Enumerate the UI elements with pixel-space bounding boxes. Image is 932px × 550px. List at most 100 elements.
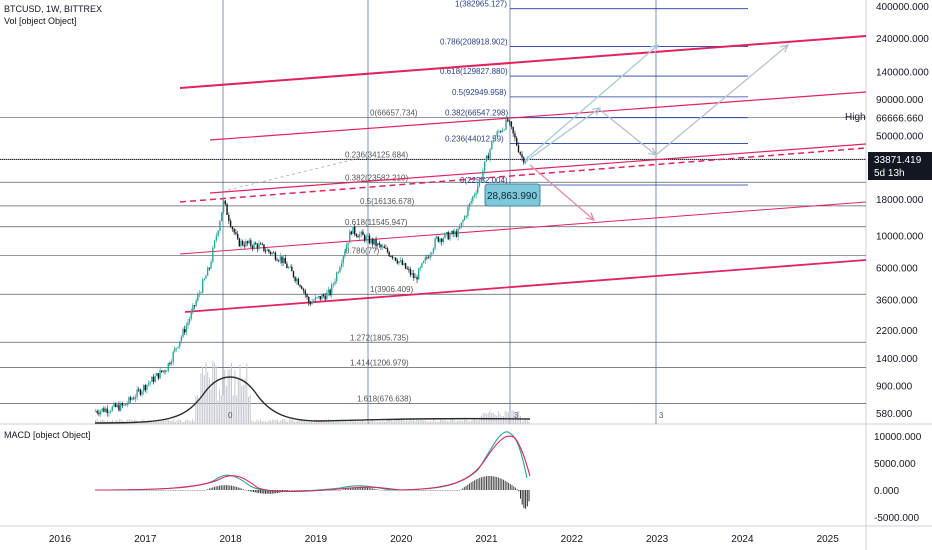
macd-hist-bar [355,487,357,490]
volume-bar [163,419,164,424]
candle-body [287,267,290,269]
volume-bar [190,421,192,424]
volume-bar [246,363,248,424]
macd-hist-bar [446,490,448,491]
volume-bar [421,419,423,424]
candle-body [255,242,257,245]
volume-bar [210,389,212,424]
volume-bar [452,419,453,424]
volume-bar [130,419,132,424]
volume-bar [265,421,266,424]
candle-body [114,403,117,407]
candle-body [427,257,430,259]
volume-bar [385,421,387,424]
candle-body [370,238,372,244]
volume-bar [95,420,96,424]
candle-body [128,397,130,404]
candle-body [286,263,288,269]
candle-body [269,251,272,255]
volume-bar [174,421,176,424]
macd-hist-bar [205,489,207,491]
candle-body [250,240,252,246]
candle-body [151,376,153,382]
macd-tick: 10000.000 [874,432,922,443]
candle-body [119,403,122,411]
candle-body [219,221,221,231]
volume-bar [321,419,323,424]
volume-bar [448,421,450,424]
volume-bar [208,377,210,424]
candle-body [416,277,418,280]
macd-hist-bar [176,490,178,491]
volume-bar [435,421,436,424]
macd-hist-bar [339,490,341,491]
candle-body [358,234,361,238]
macd-hist-bar [186,490,188,491]
candle-body [512,126,514,134]
macd-hist-bar [414,490,416,491]
candle-body [342,256,344,264]
volume-bar [186,419,188,424]
candle-body [383,246,385,249]
volume-bar [106,420,108,424]
candle-body [279,256,282,261]
candle-body [282,257,285,263]
candle-body [116,404,118,407]
axes: 400000.000 240000.000 140000.000 90000.000 6… [49,2,929,545]
fib-left-label: 0.786(7?) [345,246,380,255]
volume-bar [212,360,214,424]
candle-body [177,346,179,348]
macd-hist-bar [239,487,241,490]
volume-bar [268,419,270,424]
candle-body [241,240,244,246]
volume-bar [477,420,479,424]
macd-hist-bar [263,490,265,494]
candle-body [334,281,336,284]
macd-hist-bar [491,476,493,490]
volume-bar [496,415,498,424]
volume-bar [358,421,360,424]
candle-body [523,157,525,163]
candle-body [182,329,184,337]
candle-body [96,410,98,413]
volume-bar [384,421,385,424]
macd-hist-bar [244,489,246,491]
price-tick: 90000.000 [876,95,924,106]
candle-body [431,252,433,255]
volume-bar [503,416,504,424]
volume-bar [338,420,340,424]
macd-hist-bar [378,489,380,491]
volume-bar [363,421,365,424]
candle-body [161,370,163,372]
macd-hist-bar [229,485,231,490]
candle-body [403,263,405,265]
volume-ma-line [94,376,531,424]
macd-tick: -5000.000 [874,513,919,524]
macd-hist-bar [302,490,304,491]
volume-bar [159,420,161,424]
price-tick: 400000.000 [876,2,929,13]
volume-bar [283,419,285,424]
candle-body [376,243,379,247]
volume-bar [299,421,300,424]
countdown: 5d 13h [874,168,905,179]
macd-hist-bar [293,490,295,491]
volume-bar [100,420,102,424]
macd-hist-bar [246,490,248,491]
volume-bar [343,421,345,424]
volume-bar [225,385,227,424]
volume-bar [407,421,409,424]
time-tick: 2016 [49,534,72,545]
candle-body [327,289,330,293]
volume-bar [203,375,205,424]
volume-bar [297,420,299,424]
macd-hist-bar [225,485,227,490]
macd-hist-bar [377,489,379,490]
volume-bar [392,421,394,424]
volume-bar [525,419,527,424]
price-tick: 900.000 [876,382,913,393]
macd-hist-bar [283,490,285,492]
volume-bar [438,421,440,424]
